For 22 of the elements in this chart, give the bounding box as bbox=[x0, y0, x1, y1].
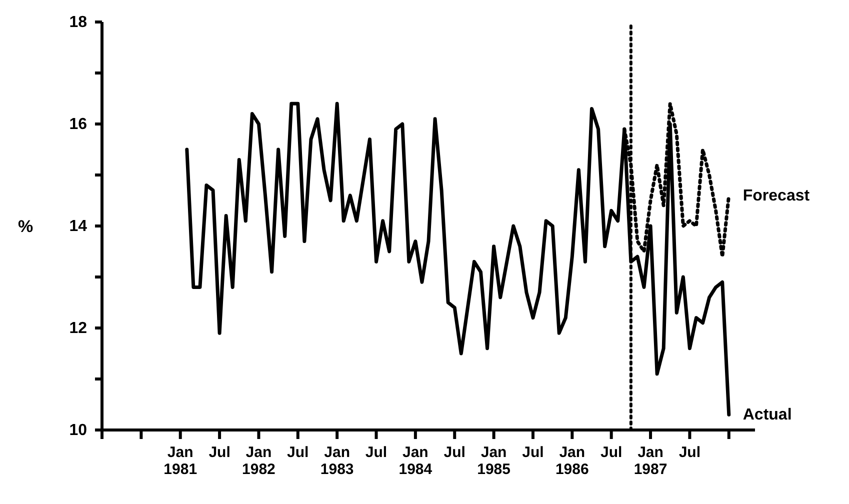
y-tick-label: 10 bbox=[69, 422, 88, 439]
x-tick-label: Jul bbox=[365, 444, 388, 461]
x-tick-label: Jan 1983 bbox=[320, 444, 354, 478]
x-tick-label: Jul bbox=[444, 444, 466, 461]
x-tick-label: Jul bbox=[208, 444, 230, 461]
y-tick-label: 14 bbox=[69, 218, 88, 235]
x-tick-label: Jan 1984 bbox=[398, 444, 433, 478]
y-axis-title: % bbox=[18, 217, 34, 236]
x-tick-label: Jan 1981 bbox=[164, 444, 198, 478]
x-tick-label: Jul bbox=[678, 444, 701, 461]
x-tick-label: Jul bbox=[600, 444, 622, 461]
x-tick-label: Jul bbox=[522, 444, 544, 461]
x-tick-label: Jan 1986 bbox=[555, 444, 589, 478]
y-tick-label: 16 bbox=[69, 116, 88, 133]
y-tick-label: 18 bbox=[69, 14, 88, 31]
x-tick-label: Jan 1985 bbox=[477, 444, 510, 478]
series-label: Forecast bbox=[742, 187, 810, 204]
series-label: Actual bbox=[742, 406, 792, 424]
x-tick-label: Jan 1987 bbox=[634, 444, 668, 478]
x-tick-label: Jul bbox=[287, 444, 309, 461]
x-tick-label: Jan 1982 bbox=[242, 444, 276, 478]
y-tick-label: 12 bbox=[69, 320, 88, 337]
